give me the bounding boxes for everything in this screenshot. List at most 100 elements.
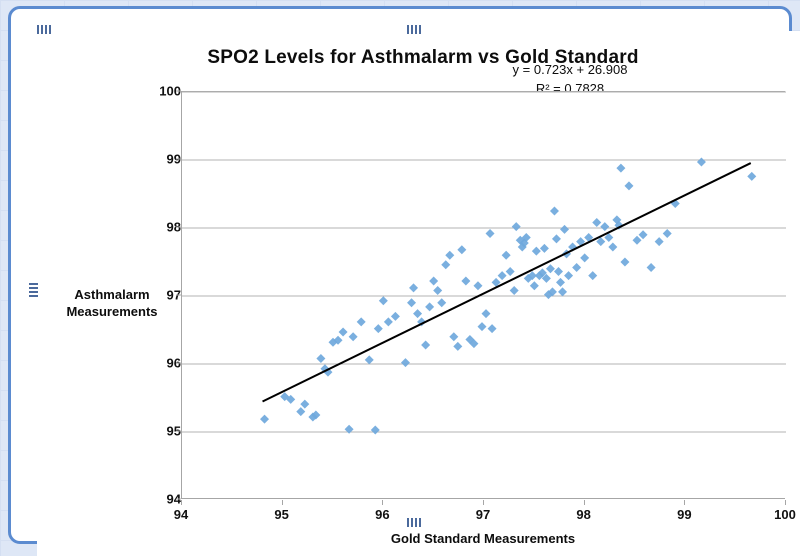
- plot-area[interactable]: [181, 91, 786, 499]
- data-point: [614, 220, 624, 230]
- data-point: [596, 237, 606, 247]
- data-point: [541, 273, 551, 283]
- regression-equation: y = 0.723x + 26.908: [512, 62, 628, 77]
- data-point: [572, 262, 582, 272]
- data-point: [491, 277, 501, 287]
- y-axis-title: Asthmalarm Measurements: [53, 286, 171, 320]
- y-axis-tick-label: 94: [166, 491, 181, 507]
- data-point: [527, 271, 537, 281]
- resize-handle-top-left[interactable]: [37, 25, 53, 34]
- data-point: [477, 322, 487, 332]
- chart-object-area[interactable]: SPO2 Levels for Asthmalarm vs Gold Stand…: [23, 19, 800, 557]
- chart-canvas[interactable]: SPO2 Levels for Asthmalarm vs Gold Stand…: [37, 31, 800, 557]
- data-point: [747, 171, 757, 181]
- data-point: [600, 222, 610, 232]
- y-axis-tick-label: 97: [166, 287, 181, 303]
- data-point: [501, 250, 511, 260]
- data-point: [333, 335, 343, 345]
- data-point: [553, 267, 563, 277]
- chart-selection-frame[interactable]: SPO2 Levels for Asthmalarm vs Gold Stand…: [8, 6, 800, 557]
- y-axis-tick-mark: [176, 498, 181, 500]
- data-point: [316, 354, 326, 364]
- data-point: [465, 335, 475, 345]
- data-point: [487, 324, 497, 334]
- data-point: [537, 268, 547, 278]
- x-axis-title: Gold Standard Measurements: [390, 531, 576, 546]
- x-axis-tick-mark: [382, 500, 384, 505]
- y-axis-tick-label: 98: [166, 219, 181, 235]
- data-point: [344, 424, 354, 434]
- data-point: [624, 181, 634, 191]
- y-axis-tick-mark: [176, 362, 181, 364]
- x-axis-tick-mark: [583, 500, 585, 505]
- data-point: [551, 234, 561, 244]
- data-point: [461, 276, 471, 286]
- data-point: [549, 206, 559, 216]
- data-point: [564, 271, 574, 281]
- data-point: [608, 242, 618, 252]
- y-axis-tick-mark: [176, 294, 181, 296]
- data-point: [497, 271, 507, 281]
- data-point: [286, 394, 296, 404]
- data-point: [383, 317, 393, 327]
- data-point: [300, 399, 310, 409]
- data-point: [370, 425, 380, 435]
- data-point: [604, 233, 614, 243]
- data-point: [356, 317, 366, 327]
- y-axis-title-line-1: Asthmalarm: [74, 287, 150, 302]
- data-point: [437, 298, 447, 308]
- data-point: [390, 311, 400, 321]
- data-point: [584, 233, 594, 243]
- data-point: [670, 199, 680, 209]
- resize-handle-bottom-center[interactable]: [407, 518, 423, 527]
- x-axis-tick-mark: [785, 500, 786, 505]
- y-axis-tick-mark: [176, 158, 181, 160]
- data-point: [364, 355, 374, 365]
- x-axis-tick-label: 95: [274, 507, 289, 522]
- data-point: [453, 341, 463, 351]
- data-point: [696, 157, 706, 167]
- data-point: [409, 283, 419, 293]
- y-axis-tick-label: 100: [159, 83, 181, 99]
- data-point: [445, 250, 455, 260]
- resize-handle-top-center[interactable]: [407, 25, 423, 34]
- data-point: [421, 340, 431, 350]
- data-point: [469, 339, 479, 349]
- data-point: [632, 235, 642, 245]
- x-axis-tick-mark: [281, 500, 283, 505]
- data-point: [529, 281, 539, 291]
- y-axis-tick-mark: [176, 226, 181, 228]
- data-point: [558, 287, 568, 297]
- data-point: [580, 253, 590, 263]
- y-axis-tick-mark: [176, 90, 181, 92]
- data-point: [511, 222, 521, 232]
- y-axis-tick-mark: [176, 430, 181, 432]
- data-point: [662, 228, 672, 238]
- data-point: [505, 267, 515, 277]
- data-point: [441, 260, 451, 270]
- data-point: [545, 264, 555, 274]
- data-point: [576, 237, 586, 247]
- data-point: [348, 332, 358, 342]
- data-point: [400, 358, 410, 368]
- data-point: [521, 233, 531, 243]
- data-point: [620, 257, 630, 267]
- data-point: [556, 277, 566, 287]
- data-point: [296, 407, 306, 417]
- x-axis-tick-label: 96: [375, 507, 390, 522]
- data-point: [328, 337, 338, 347]
- data-point: [560, 224, 570, 234]
- data-point: [407, 298, 417, 308]
- resize-handle-middle-left[interactable]: [29, 283, 38, 299]
- x-axis-tick-label: 99: [677, 507, 692, 522]
- data-point: [646, 262, 656, 272]
- data-point: [373, 324, 383, 334]
- data-point: [616, 163, 626, 173]
- trendline: [262, 162, 752, 403]
- x-axis-tick-label: 98: [576, 507, 591, 522]
- data-point: [547, 287, 557, 297]
- y-axis-tick-label: 96: [166, 355, 181, 371]
- data-point: [338, 327, 348, 337]
- data-point: [654, 237, 664, 247]
